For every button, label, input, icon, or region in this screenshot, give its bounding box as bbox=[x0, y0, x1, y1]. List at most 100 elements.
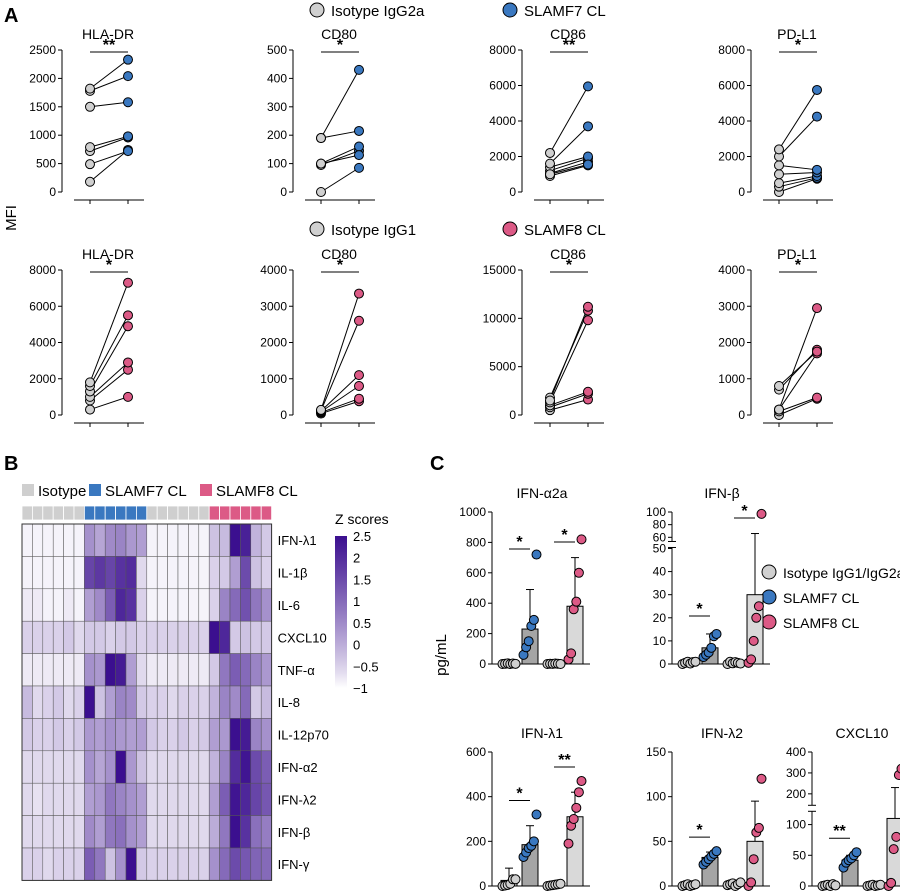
heatmap-cell bbox=[125, 556, 137, 590]
point-treated bbox=[123, 146, 133, 157]
heatmap-cell bbox=[84, 588, 96, 622]
y-tick-label: 500 bbox=[267, 43, 287, 57]
y-tick-label: 0 bbox=[509, 408, 516, 422]
heatmap-cell bbox=[260, 588, 272, 622]
heatmap-cell bbox=[115, 815, 127, 849]
column-group-cell bbox=[198, 505, 210, 521]
point-treated bbox=[354, 288, 364, 299]
column-group-cell bbox=[94, 505, 106, 521]
chart-a5-hla-dr: HLA-DR 0 2000 4000 6000 8000 * bbox=[29, 246, 144, 427]
point-treated bbox=[812, 111, 822, 122]
pair-line bbox=[320, 374, 360, 412]
heatmap-cell bbox=[94, 556, 106, 590]
heatmap-cell bbox=[84, 653, 96, 687]
heatmap-cell bbox=[198, 620, 210, 654]
y-tick-label: 400 bbox=[466, 596, 486, 610]
heatmap-cell bbox=[250, 620, 262, 654]
heatmap-cell bbox=[240, 556, 252, 590]
column-group-cell bbox=[177, 505, 189, 521]
y-tick-label: 6000 bbox=[718, 79, 745, 93]
data-point bbox=[576, 776, 587, 787]
pair-line bbox=[320, 398, 360, 413]
heatmap-cell bbox=[208, 588, 220, 622]
axis-break-gap bbox=[669, 541, 675, 548]
point-isotype bbox=[85, 377, 95, 388]
data-point bbox=[756, 508, 767, 519]
column-group-cell bbox=[146, 505, 158, 521]
heatmap-cell bbox=[115, 718, 127, 752]
heatmap-cell bbox=[156, 815, 168, 849]
heatmap-cell bbox=[146, 750, 158, 784]
chart-title: CXCL10 bbox=[836, 725, 889, 741]
y-tick-label: 4000 bbox=[718, 263, 745, 277]
chart-a1-hla-dr: HLA-DR 0 500 1000 1500 2000 2500 ** bbox=[29, 26, 144, 204]
heatmap-cell bbox=[219, 750, 231, 784]
point-isotype bbox=[316, 133, 326, 144]
pair-line bbox=[778, 116, 818, 157]
heatmap-cell bbox=[198, 718, 210, 752]
y-tick-label: 0 bbox=[799, 879, 806, 893]
heatmap-cell bbox=[208, 750, 220, 784]
heatmap-cell bbox=[240, 620, 252, 654]
chart-title: IFN-λ2 bbox=[701, 725, 743, 741]
heatmap-cell bbox=[156, 718, 168, 752]
heatmap-cell bbox=[250, 782, 262, 816]
pair-line bbox=[89, 150, 129, 165]
heatmap-cell bbox=[167, 653, 179, 687]
heatmap-cell bbox=[188, 718, 200, 752]
column-group-cell bbox=[239, 505, 252, 521]
point-isotype bbox=[545, 395, 555, 406]
point-isotype bbox=[545, 158, 555, 169]
chart-title: PD-L1 bbox=[777, 246, 817, 262]
heatmap-cell bbox=[229, 718, 241, 752]
heatmap-cell bbox=[125, 718, 137, 752]
heatmap-cell bbox=[198, 847, 210, 881]
heatmap-cell bbox=[63, 782, 75, 816]
heatmap-cell bbox=[260, 556, 272, 590]
y-tick-label: 8000 bbox=[29, 263, 56, 277]
heatmap-cell bbox=[156, 556, 168, 590]
heatmap-cell bbox=[52, 685, 64, 719]
heatmap-cell bbox=[240, 718, 252, 752]
heatmap-row-label: IL-1β bbox=[278, 566, 308, 581]
data-point bbox=[746, 654, 757, 665]
pair-line bbox=[320, 69, 360, 139]
column-group-cell bbox=[42, 505, 54, 521]
heatmap-cell bbox=[125, 847, 137, 881]
heatmap-cell bbox=[177, 653, 189, 687]
heatmap-cell bbox=[52, 620, 64, 654]
heatmap-cell bbox=[125, 782, 137, 816]
heatmap-cell bbox=[156, 523, 168, 557]
significance-label: * bbox=[696, 601, 703, 618]
heatmap-cell bbox=[84, 718, 96, 752]
heatmap-cell bbox=[167, 620, 179, 654]
heatmap-cell bbox=[240, 847, 252, 881]
heatmap-cell bbox=[94, 620, 106, 654]
point-treated bbox=[583, 301, 593, 312]
heatmap-cell bbox=[208, 653, 220, 687]
panel-c-legend: Isotype IgG1/IgG2a SLAMF7 CL SLAMF8 CL bbox=[761, 564, 900, 631]
data-point bbox=[753, 601, 764, 612]
y-tick-label: 200 bbox=[786, 787, 806, 801]
y-tick-label: 6000 bbox=[489, 79, 516, 93]
heatmap-cell bbox=[94, 653, 106, 687]
column-group-cell bbox=[208, 505, 220, 521]
heatmap-cell bbox=[94, 782, 106, 816]
y-tick-label: 8000 bbox=[489, 43, 516, 57]
point-isotype bbox=[85, 176, 95, 187]
heatmap-cell bbox=[250, 815, 262, 849]
point-treated bbox=[123, 277, 133, 288]
data-point bbox=[510, 874, 521, 885]
heatmap-cell bbox=[250, 556, 262, 590]
y-tick-label: 50 bbox=[793, 848, 807, 862]
heatmap-cell bbox=[136, 847, 148, 881]
heatmap-cell bbox=[219, 556, 231, 590]
data-point bbox=[748, 635, 759, 646]
significance-label: * bbox=[516, 534, 523, 551]
panel-c-y-axis-label: pg/mL bbox=[433, 634, 450, 676]
heatmap-cell bbox=[42, 815, 54, 849]
pair-line bbox=[320, 400, 360, 415]
heatmap-cell bbox=[260, 620, 272, 654]
legend-label-slamf8-b: SLAMF8 CL bbox=[216, 483, 298, 500]
